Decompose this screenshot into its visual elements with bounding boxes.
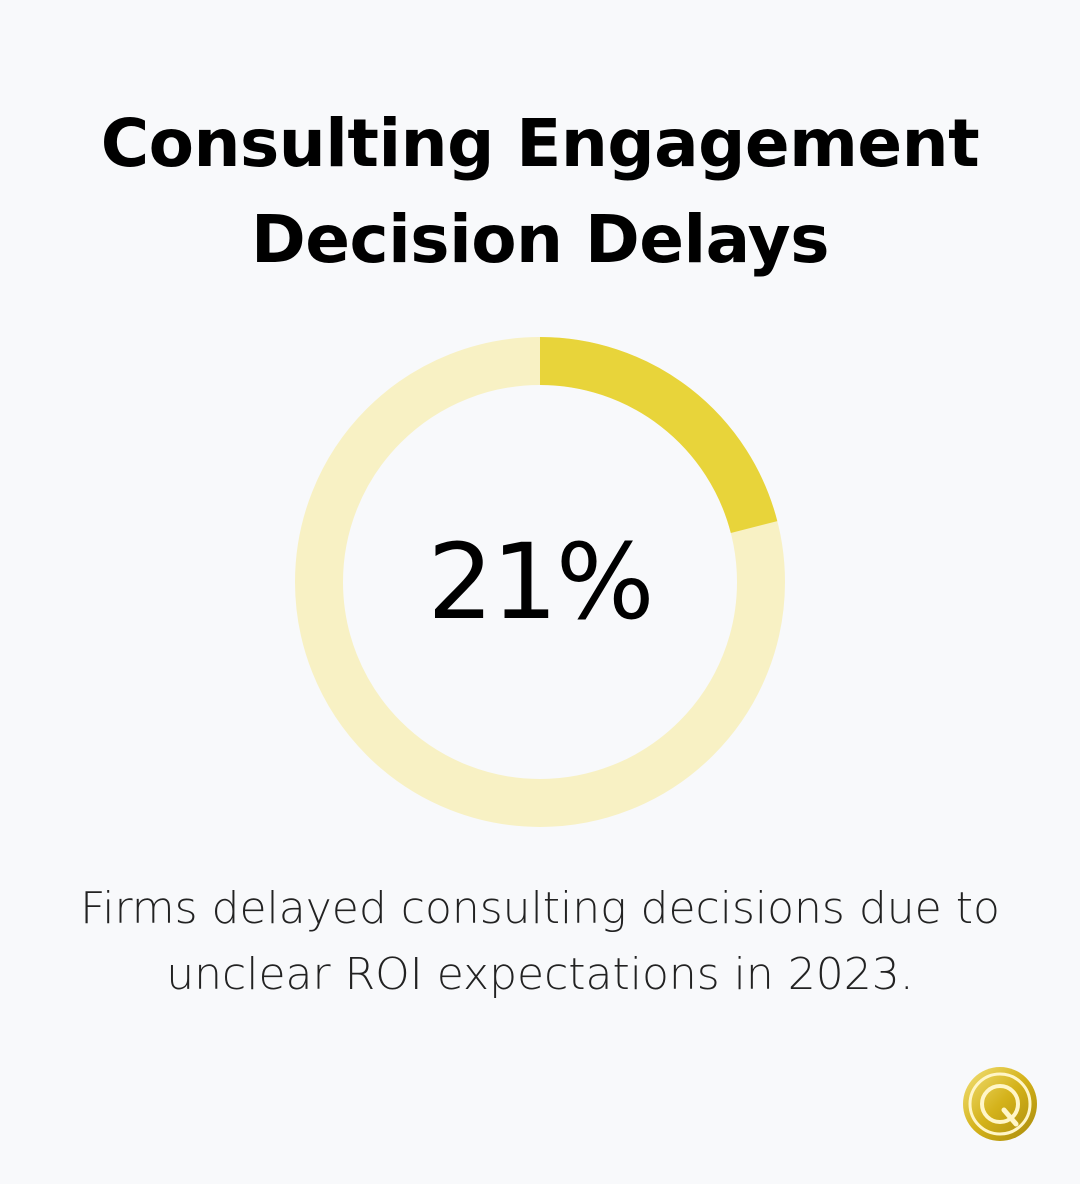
chart-title: Consulting Engagement Decision Delays <box>0 96 1080 288</box>
chart-title-line-2: Decision Delays <box>251 201 830 278</box>
q-monogram-logo-icon <box>960 1064 1040 1144</box>
caption-line-1: Firms delayed consulting decisions due t… <box>80 883 1000 934</box>
center-percentage-label: 21% <box>427 521 654 643</box>
donut-slice-value <box>539 337 778 534</box>
caption: Firms delayed consulting decisions due t… <box>40 876 1040 1008</box>
caption-line-2: unclear ROI expectations in 2023. <box>166 949 914 1000</box>
chart-title-line-1: Consulting Engagement <box>100 105 980 182</box>
